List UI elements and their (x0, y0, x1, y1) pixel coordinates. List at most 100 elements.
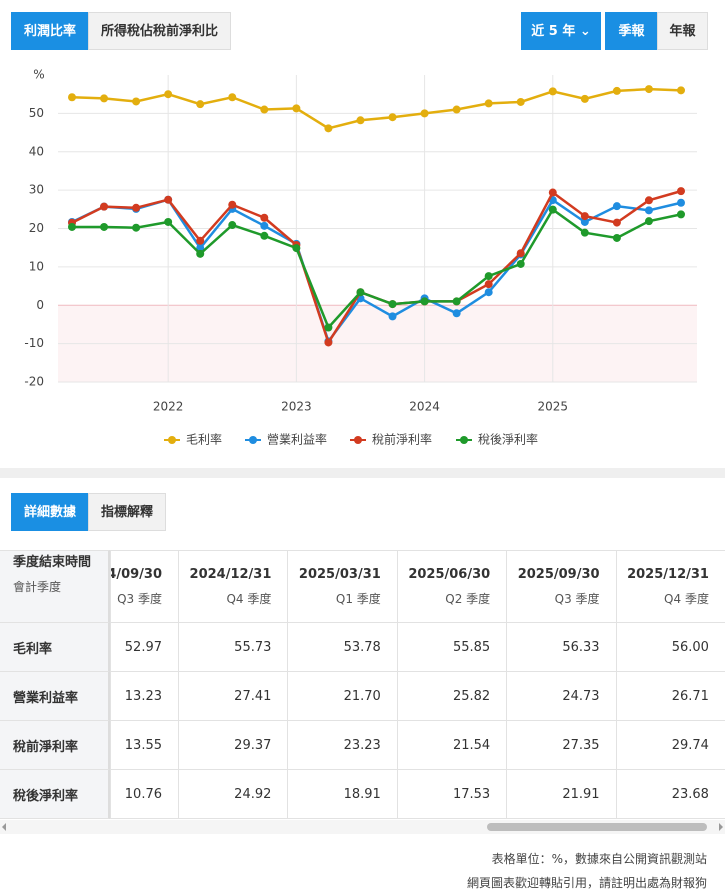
row-label: 稅後淨利率 (0, 770, 110, 819)
data-point (484, 280, 493, 289)
row-label: 營業利益率 (0, 672, 110, 721)
data-point (260, 221, 269, 230)
cell-value: 21.70 (343, 688, 381, 704)
table-cell: 23.68 (615, 770, 725, 819)
data-point (260, 231, 269, 240)
x-tick-label: 2022 (153, 400, 184, 414)
x-tick-label: 2023 (281, 400, 312, 414)
row-label: 稅前淨利率 (0, 721, 110, 770)
data-point (196, 249, 205, 258)
cell-value: 29.37 (234, 737, 272, 753)
cell-value: 27.35 (562, 737, 600, 753)
cell-value: 21.91 (562, 786, 600, 802)
data-point (677, 198, 685, 207)
data-point (677, 86, 685, 95)
column-quarter: Q3 季度 (554, 591, 600, 606)
cell-value: 24.92 (234, 786, 272, 802)
table-cell: 13.23 (110, 672, 178, 721)
data-point (100, 222, 109, 231)
data-point (612, 233, 621, 242)
table-cell: 23.23 (287, 721, 397, 770)
detail-tab[interactable]: 指標解釋 (88, 493, 166, 531)
column-date: 2025/09/30 (517, 566, 600, 582)
column-date: 2024/09/30 (111, 566, 162, 582)
table-cell: 26.71 (615, 672, 725, 721)
data-point (260, 213, 269, 222)
detail-tab[interactable]: 詳細數據 (11, 493, 89, 531)
scroll-arrow (2, 823, 6, 831)
header-cell: 季度結束時間 會計季度 (0, 550, 110, 623)
data-point (580, 217, 589, 226)
legend-marker (249, 436, 257, 444)
table-cell: 56.00 (615, 623, 725, 672)
legend-item: 營業利益率 (245, 432, 327, 447)
table-cell: 27.41 (178, 672, 288, 721)
column-quarter: Q3 季度 (117, 591, 162, 606)
table-cell: 25.82 (396, 672, 507, 721)
header-cell: 2025/12/31 Q4 季度 (615, 550, 725, 623)
data-point (164, 195, 173, 204)
table-cell: 27.35 (506, 721, 616, 770)
column-date: 2025/12/31 (627, 566, 709, 582)
data-point (420, 297, 429, 306)
section-divider (0, 468, 725, 478)
cell-value: 53.78 (343, 639, 381, 655)
cell-value: 29.74 (671, 737, 709, 753)
data-point (228, 200, 237, 209)
data-point (100, 94, 109, 103)
table-cell: 13.55 (110, 721, 178, 770)
table-cell: 21.70 (287, 672, 397, 721)
data-point (260, 105, 269, 114)
data-point (388, 113, 397, 122)
table-cell: 53.78 (287, 623, 397, 672)
header-cell: 2025/06/30 Q2 季度 (396, 550, 507, 623)
cell-value: 56.33 (562, 639, 600, 655)
data-point (580, 212, 589, 221)
y-tick-label: 40 (29, 144, 44, 158)
data-point (356, 288, 365, 297)
scrollbar[interactable] (0, 820, 725, 834)
scroll-arrow (719, 823, 723, 831)
data-point (516, 97, 525, 106)
y-tick-label: -10 (24, 336, 44, 350)
data-point (228, 93, 237, 102)
tab-button[interactable]: 所得稅佔稅前淨利比 (88, 12, 231, 50)
data-point (677, 210, 685, 219)
data-point (196, 244, 205, 253)
table-cell: 55.85 (396, 623, 507, 672)
frequency-button[interactable]: 年報 (657, 12, 708, 50)
scroll-thumb[interactable] (487, 823, 707, 831)
data-point (484, 99, 493, 108)
data-point (292, 104, 301, 113)
series-line (72, 207, 682, 330)
y-tick-label: 0 (36, 298, 44, 312)
data-point (68, 222, 76, 231)
column-quarter: Q4 季度 (226, 591, 272, 606)
tab-button[interactable]: 利潤比率 (11, 12, 89, 50)
y-unit-label: % (33, 68, 44, 82)
data-point (548, 87, 557, 96)
data-point (452, 105, 461, 114)
period-dropdown[interactable]: 近 5 年 ⌄ (521, 12, 601, 50)
cell-value: 23.68 (671, 786, 709, 802)
cell-value: 13.23 (124, 688, 162, 704)
column-date: 2024/12/31 (189, 566, 272, 582)
data-point (644, 217, 653, 226)
cell-value: 26.71 (671, 688, 709, 704)
table-cell: 24.92 (178, 770, 288, 819)
data-point (356, 116, 365, 125)
data-point (548, 205, 557, 214)
column-quarter: Q2 季度 (445, 591, 491, 606)
y-tick-label: -20 (24, 375, 44, 389)
row-label: 毛利率 (0, 623, 110, 672)
data-point (68, 93, 76, 102)
series-line (71, 87, 682, 130)
data-point (164, 217, 173, 226)
x-tick-label: 2025 (538, 400, 569, 414)
header-cell: 2024/09/30 Q3 季度 (110, 550, 178, 623)
data-point (612, 202, 621, 211)
data-point (228, 221, 237, 230)
data-point (388, 312, 397, 321)
cell-value: 23.23 (343, 737, 381, 753)
